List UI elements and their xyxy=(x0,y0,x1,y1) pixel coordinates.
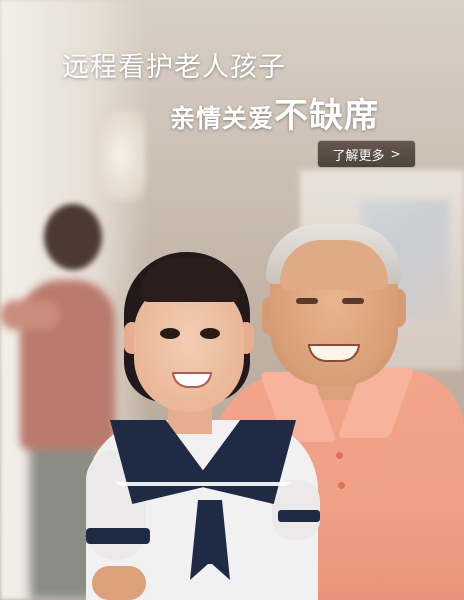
learn-more-button[interactable]: 了解更多 > xyxy=(317,140,416,168)
grandfather-hand xyxy=(92,566,146,600)
grandfather-forehead xyxy=(280,240,388,290)
headline-line-2-lead: 亲情关爱 xyxy=(170,104,275,133)
girl-face xyxy=(134,282,244,412)
grandfather-eye xyxy=(342,298,364,304)
girl-eye xyxy=(160,328,180,339)
shirt-button xyxy=(338,482,345,489)
shirt-button xyxy=(336,452,343,459)
background-woman-head xyxy=(44,204,102,270)
sleeve-stripe xyxy=(278,510,320,522)
headline-line-1: 远程看护老人孩子 xyxy=(62,52,286,83)
learn-more-label: 了解更多 xyxy=(332,148,385,164)
lamp xyxy=(96,110,146,200)
headline-line-2-emphasis: 不缺席 xyxy=(274,96,380,136)
grandfather-eye xyxy=(296,298,318,304)
sleeve-stripe xyxy=(86,528,150,544)
girl-eye xyxy=(200,328,220,339)
headline-line-2: 亲情关爱不缺席 xyxy=(170,88,379,137)
background-woman-arm xyxy=(0,300,60,330)
girl-bangs xyxy=(140,258,240,302)
chevron-right-icon: > xyxy=(390,147,401,161)
collar-stripe xyxy=(114,482,292,486)
